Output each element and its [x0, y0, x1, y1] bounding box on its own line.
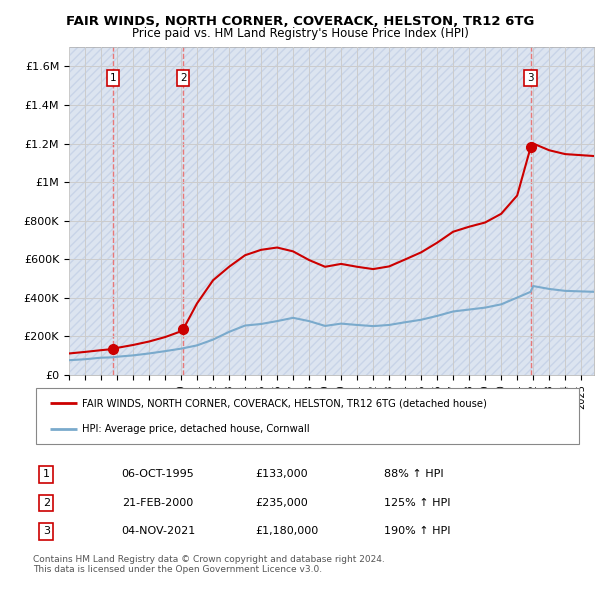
Text: FAIR WINDS, NORTH CORNER, COVERACK, HELSTON, TR12 6TG: FAIR WINDS, NORTH CORNER, COVERACK, HELS…: [66, 15, 534, 28]
Text: Contains HM Land Registry data © Crown copyright and database right 2024.
This d: Contains HM Land Registry data © Crown c…: [33, 555, 385, 574]
Text: Price paid vs. HM Land Registry's House Price Index (HPI): Price paid vs. HM Land Registry's House …: [131, 27, 469, 40]
Text: £1,180,000: £1,180,000: [256, 526, 319, 536]
Text: 04-NOV-2021: 04-NOV-2021: [122, 526, 196, 536]
Text: 88% ↑ HPI: 88% ↑ HPI: [384, 470, 443, 479]
Text: £235,000: £235,000: [256, 498, 308, 508]
Text: 06-OCT-1995: 06-OCT-1995: [122, 470, 194, 479]
Text: 1: 1: [110, 73, 116, 83]
Text: HPI: Average price, detached house, Cornwall: HPI: Average price, detached house, Corn…: [82, 424, 310, 434]
Text: 3: 3: [527, 73, 534, 83]
Text: 190% ↑ HPI: 190% ↑ HPI: [384, 526, 451, 536]
Text: 1: 1: [43, 470, 50, 479]
Text: 2: 2: [180, 73, 187, 83]
Text: £133,000: £133,000: [256, 470, 308, 479]
Text: 2: 2: [43, 498, 50, 508]
Text: 21-FEB-2000: 21-FEB-2000: [122, 498, 193, 508]
Text: 3: 3: [43, 526, 50, 536]
Text: FAIR WINDS, NORTH CORNER, COVERACK, HELSTON, TR12 6TG (detached house): FAIR WINDS, NORTH CORNER, COVERACK, HELS…: [82, 398, 487, 408]
FancyBboxPatch shape: [36, 388, 579, 444]
Text: 125% ↑ HPI: 125% ↑ HPI: [384, 498, 451, 508]
